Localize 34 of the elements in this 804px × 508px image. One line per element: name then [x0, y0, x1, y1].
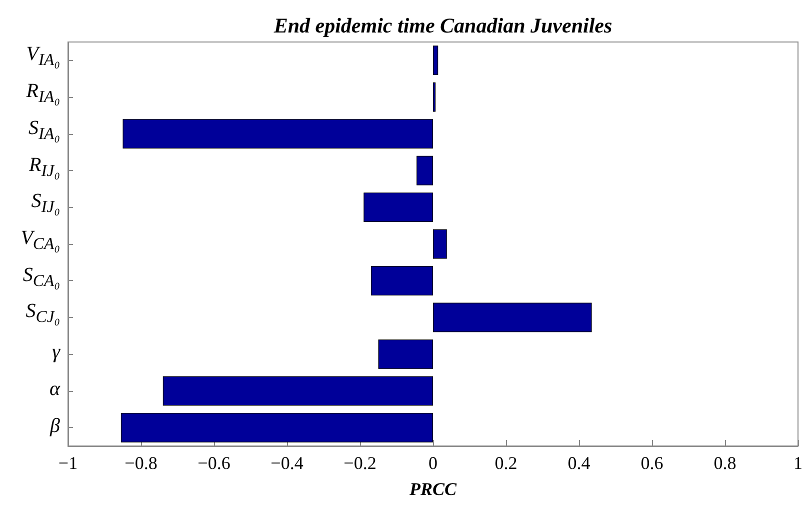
x-tick-label: −0.4 [270, 453, 304, 473]
bar [122, 119, 433, 149]
x-tick-label: 0.8 [714, 453, 736, 473]
chart-title: End epidemic time Canadian Juveniles [272, 14, 612, 38]
bar [433, 46, 438, 76]
y-tick-label: R$_{IA₀}$ [26, 80, 60, 108]
x-tick-label: −0.6 [198, 453, 230, 473]
x-tick-label: −1 [58, 453, 78, 473]
bar [370, 266, 433, 296]
x-tick-label: 1 [794, 453, 802, 473]
x-tick-label: −0.2 [344, 453, 376, 473]
y-tick-label: S$_{CJ₀}$ [26, 300, 60, 329]
x-axis-title: PRCC [408, 479, 458, 499]
y-tick-label: V$_{CA₀}$ [20, 227, 60, 256]
bar [416, 156, 433, 186]
y-tick-label: V$_{IA₀}$ [26, 44, 60, 72]
x-tick-label: −0.8 [124, 453, 158, 473]
bar [120, 412, 433, 442]
x-tick-label: 0.2 [494, 453, 518, 473]
bar [433, 229, 447, 259]
y-tick-label: α [50, 378, 60, 400]
bar [162, 376, 433, 406]
x-tick-label: 0.6 [640, 453, 664, 473]
y-tick-label: S$_{IA₀}$ [28, 117, 60, 145]
y-tick-label: S$_{IJ₀}$ [31, 190, 60, 218]
x-tick-label: 0.4 [568, 453, 590, 473]
bar [433, 302, 592, 332]
bar [378, 339, 433, 369]
y-tick-label: S$_{CA₀}$ [22, 264, 60, 292]
y-tick-label: γ [52, 340, 60, 363]
y-tick-label: β [50, 414, 60, 436]
x-tick-label: 0 [428, 453, 438, 473]
bar [364, 192, 433, 222]
y-tick-label: R$_{IJ₀}$ [29, 154, 60, 182]
